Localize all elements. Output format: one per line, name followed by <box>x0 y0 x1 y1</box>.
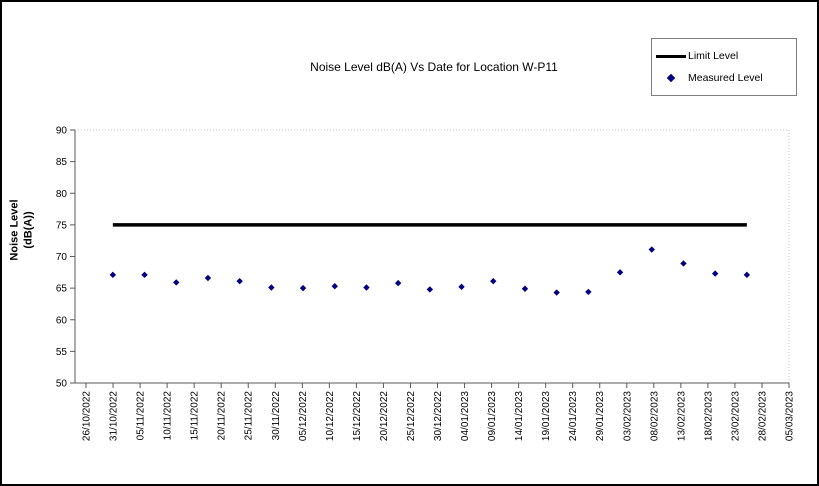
legend-label-measured-level: Measured Level <box>688 71 763 84</box>
data-point <box>204 274 212 282</box>
x-tick-label: 20/12/2022 <box>379 391 390 441</box>
x-tick-label: 10/12/2022 <box>325 391 336 441</box>
data-point <box>680 260 687 267</box>
legend-label-limit-level: Limit Level <box>688 50 739 63</box>
data-point <box>173 279 180 286</box>
y-tick-label: 70 <box>56 252 68 263</box>
x-tick-label: 20/11/2022 <box>217 391 228 441</box>
data-point <box>426 286 434 293</box>
x-tick-label: 30/11/2022 <box>271 391 282 441</box>
data-point <box>743 271 751 279</box>
x-tick-label: 13/02/2023 <box>676 391 687 441</box>
x-tick-label: 05/03/2023 <box>785 391 796 441</box>
x-tick-label: 24/01/2023 <box>568 391 579 441</box>
data-point <box>585 288 592 296</box>
data-point <box>141 271 148 279</box>
y-tick-label: 75 <box>56 220 68 231</box>
data-point <box>711 270 719 277</box>
chart-title: Noise Level dB(A) Vs Date for Location W… <box>310 60 558 74</box>
legend-row-limit: Limit Level <box>656 50 792 62</box>
x-tick-label: 03/02/2023 <box>622 391 633 441</box>
data-point <box>616 269 624 276</box>
x-tick-label: 31/10/2022 <box>109 391 120 441</box>
data-point <box>394 279 402 287</box>
x-tick-label: 05/11/2022 <box>136 391 147 441</box>
data-point <box>648 246 655 253</box>
y-tick-label: 55 <box>56 347 68 358</box>
x-tick-label: 05/12/2022 <box>298 391 309 441</box>
y-tick-label: 80 <box>56 189 68 200</box>
data-point <box>268 284 275 291</box>
x-tick-label: 09/01/2023 <box>487 391 498 441</box>
legend: Limit Level Measured Level <box>651 38 797 96</box>
x-tick-label: 28/02/2023 <box>757 391 768 441</box>
y-tick-label: 90 <box>56 126 68 137</box>
data-point <box>521 285 529 292</box>
y-tick-label: 65 <box>56 284 68 295</box>
data-point <box>331 283 338 290</box>
x-tick-label: 14/01/2023 <box>514 391 525 441</box>
legend-row-measured: Measured Level <box>656 72 792 84</box>
x-tick-label: 18/02/2023 <box>703 391 714 441</box>
x-tick-label: 04/01/2023 <box>460 391 471 441</box>
data-point <box>236 277 243 285</box>
data-point <box>458 283 465 291</box>
data-point <box>299 284 307 292</box>
data-point <box>109 271 117 279</box>
data-point <box>490 277 497 285</box>
data-point <box>553 289 560 296</box>
x-tick-label: 10/11/2022 <box>163 391 174 441</box>
y-tick-label: 50 <box>56 379 68 390</box>
x-tick-label: 26/10/2022 <box>81 391 92 441</box>
y-tick-label: 60 <box>56 315 68 326</box>
y-tick-label: 85 <box>56 157 68 168</box>
x-tick-label: 19/01/2023 <box>541 391 552 441</box>
x-tick-label: 25/12/2022 <box>406 391 417 441</box>
data-point <box>363 284 370 291</box>
x-tick-label: 25/11/2022 <box>244 391 255 441</box>
x-tick-label: 15/12/2022 <box>352 391 363 441</box>
x-tick-label: 29/01/2023 <box>595 391 606 441</box>
x-tick-label: 15/11/2022 <box>190 391 201 441</box>
x-tick-label: 23/02/2023 <box>730 391 741 441</box>
x-tick-label: 08/02/2023 <box>649 391 660 441</box>
limit-level-line-icon <box>656 54 686 58</box>
x-tick-label: 30/12/2022 <box>433 391 444 441</box>
